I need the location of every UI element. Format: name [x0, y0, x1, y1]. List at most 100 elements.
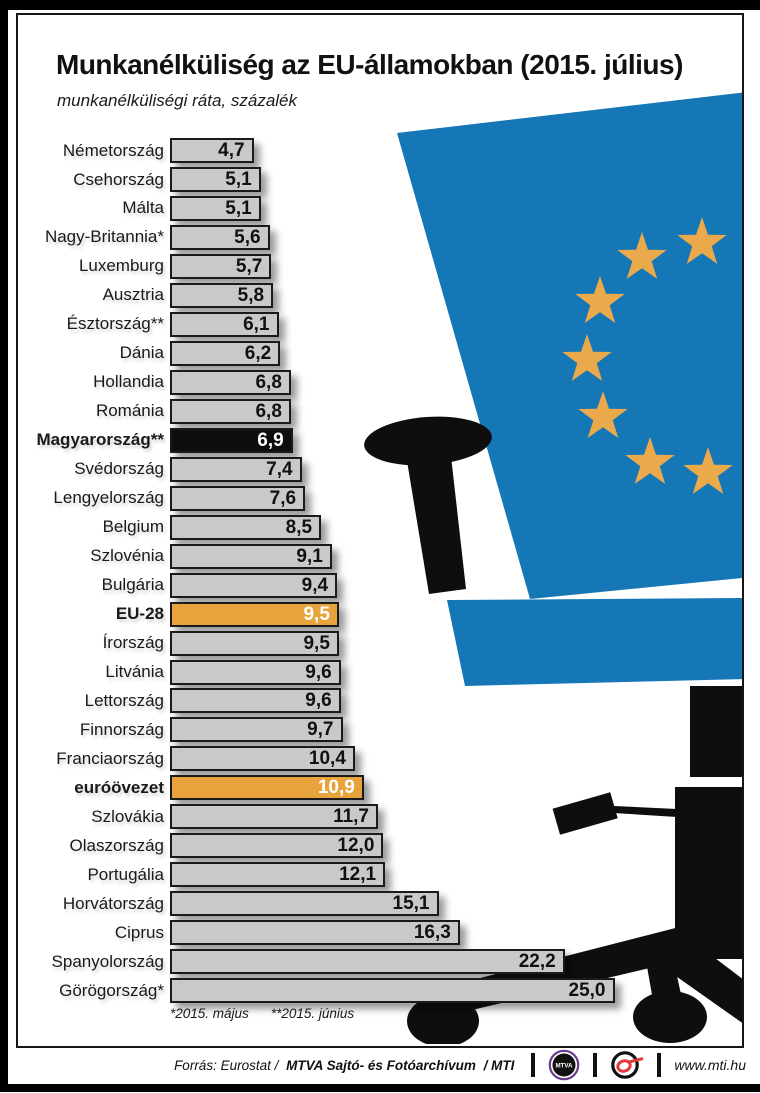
mtva-logo-ring — [549, 1049, 580, 1081]
bar-row: Svédország 7,4 — [20, 456, 302, 482]
bar-value: 5,6 — [234, 226, 261, 248]
mti-logo-tail — [629, 1057, 644, 1064]
footer-divider — [593, 1053, 598, 1077]
value-bar: 9,7 — [170, 717, 343, 743]
country-label: Szlovénia — [90, 546, 164, 566]
bar-row: Ausztria 5,8 — [20, 282, 274, 308]
bar-value: 6,9 — [257, 429, 284, 451]
bar-value: 12,1 — [339, 864, 377, 886]
chair-post — [675, 787, 742, 959]
bar-row: Észtország** 6,1 — [20, 311, 279, 337]
country-label: EU-28 — [115, 604, 164, 623]
value-bar: 10,9 — [170, 775, 364, 801]
infographic-frame: Munkanélküliség az EU-államokban (2015. … — [16, 13, 744, 1048]
footer: Forrás: Eurostat / MTVA Sajtó- és Fotóar… — [0, 1049, 750, 1081]
value-bar: 7,6 — [170, 485, 306, 511]
eu-star-icon — [625, 437, 675, 484]
bar-row: Spanyolország 22,2 — [20, 949, 565, 975]
bar-row: Litvánia 9,6 — [20, 659, 341, 685]
value-bar: 9,1 — [170, 543, 332, 569]
eu-stars — [562, 217, 733, 494]
country-label: Dánia — [119, 343, 164, 363]
mtva-logo-text: MTVA — [556, 1062, 574, 1069]
country-label: Magyarország** — [36, 430, 164, 450]
value-bar: 9,5 — [170, 601, 339, 627]
mti-logo-ring — [611, 1051, 640, 1079]
eu-star-icon — [617, 232, 667, 279]
value-bar: 22,2 — [170, 949, 565, 975]
source-main: MTVA Sajtó- és Fotóarchívum — [286, 1057, 476, 1073]
bar-value: 9,5 — [303, 603, 330, 625]
bar-value: 22,2 — [518, 951, 556, 973]
country-label: Belgium — [102, 517, 164, 537]
value-bar: 12,0 — [170, 833, 384, 859]
page-title: Munkanélküliség az EU-államokban (2015. … — [56, 49, 683, 80]
footnote-may: *2015. május — [170, 1006, 249, 1021]
value-bar: 4,7 — [170, 138, 254, 163]
bar-row: Luxemburg 5,7 — [20, 253, 272, 279]
value-bar: 5,6 — [170, 224, 270, 250]
country-label: Lengyelország — [53, 488, 164, 508]
country-label: Finnország — [79, 719, 164, 739]
country-label: Ausztria — [102, 285, 164, 305]
footer-divider — [531, 1053, 536, 1077]
bar-row: Csehország 5,1 — [20, 167, 261, 192]
value-bar: 12,1 — [170, 862, 386, 888]
bar-row: Lettország 9,6 — [20, 688, 341, 714]
source-text: Forrás: Eurostat / MTVA Sajtó- és Fotóar… — [174, 1058, 518, 1073]
chair-wheel-left — [407, 995, 479, 1044]
country-label: Málta — [122, 198, 164, 218]
value-bar: 6,8 — [170, 369, 291, 395]
bar-value: 6,2 — [244, 342, 272, 364]
bar-row: Belgium 8,5 — [20, 514, 322, 540]
bar-row: Horvátország 15,1 — [20, 891, 439, 917]
value-bar: 7,4 — [170, 456, 302, 482]
chair-post-upper — [690, 686, 742, 777]
value-bar: 6,1 — [170, 311, 279, 337]
chair-leg-right — [663, 930, 742, 1023]
country-label: Spanyolország — [51, 951, 164, 971]
country-label: Románia — [95, 401, 164, 421]
top-border-strip — [0, 0, 760, 10]
bar-row: Németország 4,7 — [20, 138, 254, 163]
chair-armrest-stem — [407, 456, 466, 594]
bar-row: Magyarország** 6,9 — [20, 427, 293, 453]
bar-value: 9,7 — [307, 719, 334, 741]
value-bar: 5,7 — [170, 253, 272, 279]
value-bar: 11,7 — [170, 804, 378, 830]
value-bar: 6,2 — [170, 340, 281, 366]
source-prefix: Forrás: Eurostat / — [174, 1057, 279, 1073]
country-label: Görögország* — [59, 980, 164, 1000]
bar-value: 9,6 — [305, 690, 332, 712]
bar-row: Portugália 12,1 — [20, 862, 386, 888]
value-bar: 16,3 — [170, 920, 460, 946]
chair-seat — [447, 598, 742, 686]
bar-value: 12,0 — [337, 835, 375, 857]
country-label: euróövezet — [74, 777, 164, 797]
bar-row: euróövezet 10,9 — [20, 775, 364, 801]
bar-value: 16,3 — [413, 922, 451, 944]
country-label: Portugália — [87, 864, 164, 884]
bar-row: Dánia 6,2 — [20, 340, 281, 366]
bar-value: 5,1 — [225, 169, 252, 190]
bar-row: Írország 9,5 — [20, 630, 339, 656]
bar-value: 5,8 — [237, 284, 265, 306]
country-label: Lettország — [84, 690, 164, 710]
bar-value: 10,9 — [317, 777, 355, 799]
bar-value: 10,4 — [308, 748, 346, 770]
chair-wheel-right — [633, 991, 707, 1043]
bar-row: Lengyelország 7,6 — [20, 485, 306, 511]
mtva-logo-disc — [552, 1053, 576, 1077]
eu-star-icon — [575, 276, 625, 323]
bar-row: Finnország 9,7 — [20, 717, 343, 743]
bar-value: 5,7 — [235, 255, 263, 277]
country-label: Szlovákia — [91, 806, 164, 826]
bar-row: Hollandia 6,8 — [20, 369, 291, 395]
left-border-strip — [0, 0, 8, 1092]
bar-value: 7,4 — [266, 458, 293, 480]
country-label: Nagy-Britannia* — [44, 227, 164, 247]
value-bar: 8,5 — [170, 514, 322, 540]
bar-row: Bulgária 9,4 — [20, 572, 338, 598]
bar-row: Szlovákia 11,7 — [20, 804, 378, 830]
country-label: Észtország** — [66, 314, 164, 334]
